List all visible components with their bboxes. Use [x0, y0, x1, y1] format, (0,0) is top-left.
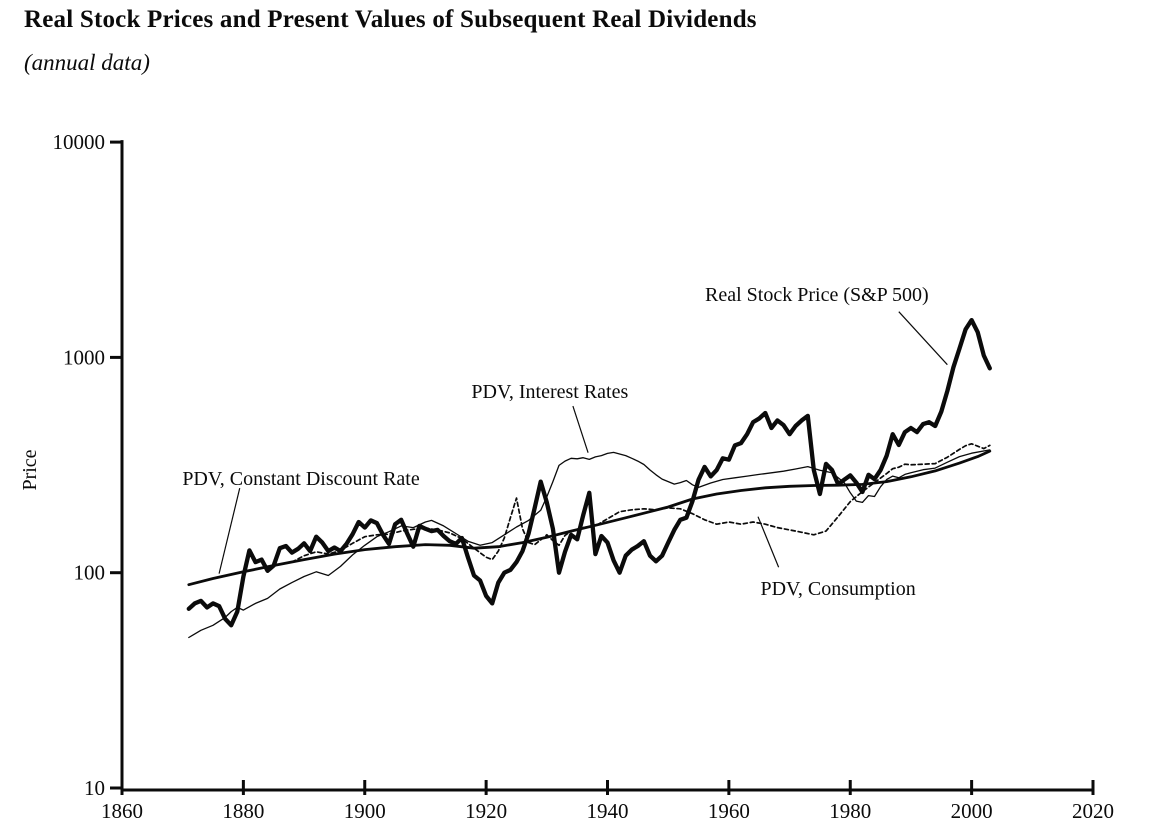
x-tick-label-2020: 2020: [1072, 799, 1114, 823]
leader-line-pdv-constant-discount-rate: [218, 488, 241, 574]
series-label-pdv-constant-discount-rate: PDV, Constant Discount Rate: [182, 468, 420, 490]
figure-subtitle: (annual data): [24, 50, 150, 75]
y-tick-label-100: 100: [74, 561, 106, 585]
series-pdv-interest-rates: [188, 449, 991, 639]
figure-title: Real Stock Prices and Present Values of …: [24, 6, 757, 33]
series-label-pdv-consumption: PDV, Consumption: [760, 578, 915, 600]
x-tick-label-1860: 1860: [101, 799, 143, 823]
axes: 10 100 1000 10000 1860 1880 1900 1920 1940 1960 19…: [53, 130, 1115, 823]
y-tick-label-10000: 10000: [53, 130, 106, 154]
leader-line-pdv-consumption: [757, 516, 780, 568]
y-tick-label-1000: 1000: [63, 345, 105, 369]
leader-line-real-stock-price: [898, 311, 948, 366]
series-pdv-constant-discount-rate: [187, 449, 992, 587]
x-tick-label-1980: 1980: [829, 799, 871, 823]
x-tick-label-1940: 1940: [587, 799, 629, 823]
series-real-stock-price: [186, 317, 992, 628]
y-tick-label-10: 10: [84, 776, 105, 800]
x-tick-label-1920: 1920: [465, 799, 507, 823]
series-lines: [186, 317, 992, 639]
series-annotations: Real Stock Price (S&P 500) PDV, Interest …: [182, 284, 948, 600]
leader-line-pdv-interest-rates: [572, 405, 589, 453]
series-label-pdv-interest-rates: PDV, Interest Rates: [471, 381, 628, 403]
series-label-real-stock-price: Real Stock Price (S&P 500): [705, 284, 929, 306]
x-tick-label-1960: 1960: [708, 799, 750, 823]
x-tick-label-2000: 2000: [951, 799, 993, 823]
x-tick-label-1900: 1900: [344, 799, 386, 823]
x-tick-label-1880: 1880: [222, 799, 264, 823]
y-axis-title: Price: [19, 449, 41, 490]
